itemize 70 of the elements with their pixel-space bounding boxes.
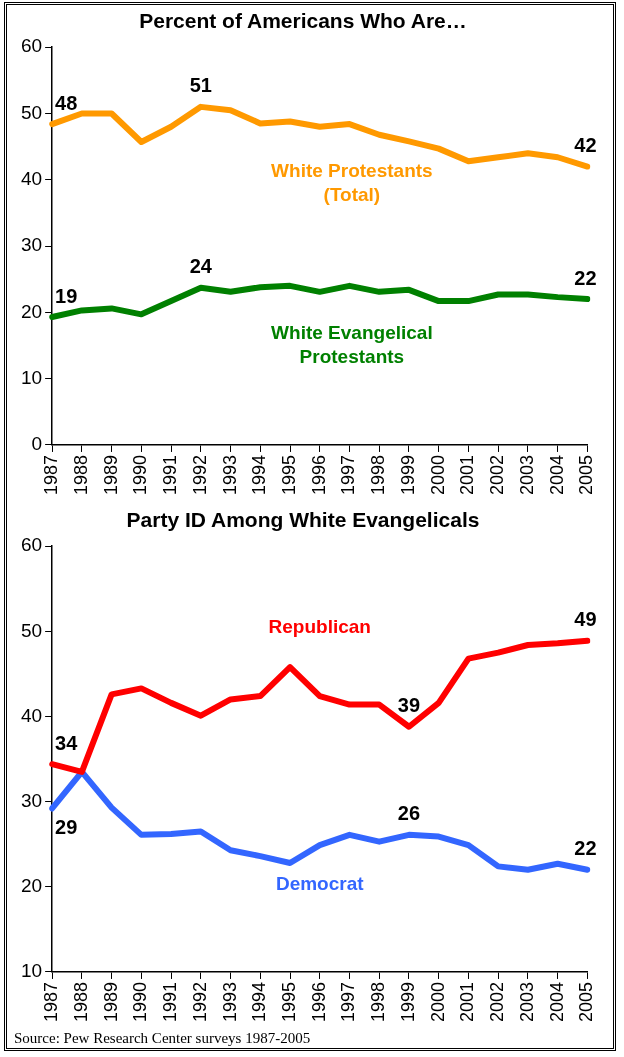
x-tick-label: 2003 <box>516 981 537 1022</box>
x-tick-label: 1988 <box>70 981 91 1022</box>
y-tick-label: 40 <box>20 168 43 190</box>
x-tick-label: 2000 <box>427 981 448 1022</box>
y-tick-label: 10 <box>20 366 43 388</box>
x-tick-label: 1994 <box>249 981 270 1022</box>
x-tick-label: 1994 <box>249 454 270 495</box>
x-tick-label: 2003 <box>516 454 537 495</box>
x-tick-label: 1991 <box>160 454 181 495</box>
series-label: White Protestants (Total) <box>271 159 433 205</box>
series-label: Democrat <box>275 872 365 894</box>
series-label: Republican <box>268 615 371 637</box>
x-tick-label: 1987 <box>41 454 62 495</box>
x-tick-label: 1993 <box>219 981 240 1022</box>
chart-title: Percent of Americans Who Are… <box>139 9 467 33</box>
y-tick-label: 20 <box>20 300 43 322</box>
x-tick-label: 2002 <box>487 981 508 1022</box>
x-tick-label: 1997 <box>338 454 359 495</box>
data-label: 22 <box>574 266 597 289</box>
x-tick-label: 1993 <box>219 454 240 495</box>
data-label: 39 <box>397 694 421 717</box>
x-tick-label: 1997 <box>338 981 359 1022</box>
y-tick-label: 50 <box>20 101 43 123</box>
data-label: 42 <box>574 134 597 157</box>
data-label: 29 <box>55 815 78 838</box>
x-tick-label: 2000 <box>427 454 448 495</box>
x-tick-label: 1998 <box>368 454 389 495</box>
x-tick-label: 1996 <box>308 981 329 1022</box>
x-tick-label: 1990 <box>130 981 151 1022</box>
y-tick-label: 60 <box>20 534 43 556</box>
y-tick-label: 50 <box>20 619 43 641</box>
x-tick-label: 2005 <box>576 981 597 1022</box>
series-label: White Evangelical Protestants <box>271 321 433 367</box>
data-label: 34 <box>55 731 79 754</box>
x-tick-label: 2001 <box>457 981 478 1022</box>
y-tick-label: 0 <box>31 433 43 455</box>
chart-title: Party ID Among White Evangelicals <box>126 508 480 532</box>
x-tick-label: 1996 <box>308 454 329 495</box>
y-tick-label: 60 <box>20 35 43 57</box>
x-tick-label: 1995 <box>279 981 299 1022</box>
x-tick-label: 2001 <box>457 454 478 495</box>
y-tick-label: 10 <box>20 960 43 982</box>
data-label: 24 <box>189 255 213 278</box>
x-tick-label: 1999 <box>397 454 418 495</box>
x-tick-label: 1995 <box>279 454 299 495</box>
y-tick-label: 30 <box>20 789 43 811</box>
y-tick-label: 20 <box>20 875 43 897</box>
x-tick-label: 1991 <box>160 981 181 1022</box>
x-tick-label: 1987 <box>41 981 62 1022</box>
y-tick-label: 40 <box>20 704 43 726</box>
x-tick-label: 1990 <box>130 454 151 495</box>
x-tick-label: 1998 <box>368 981 389 1022</box>
x-tick-label: 1989 <box>100 981 121 1022</box>
y-tick-label: 30 <box>20 234 43 256</box>
data-label: 19 <box>55 284 78 307</box>
data-label: 22 <box>574 837 597 860</box>
data-label: 48 <box>55 91 78 114</box>
x-tick-label: 1992 <box>189 454 210 495</box>
x-tick-label: 2002 <box>487 454 508 495</box>
x-tick-label: 1989 <box>100 454 121 495</box>
source-note: Source: Pew Research Center surveys 1987-2005 <box>14 1030 311 1047</box>
data-label: 49 <box>574 608 597 631</box>
x-tick-label: 2005 <box>576 454 597 495</box>
data-label: 51 <box>189 74 212 97</box>
x-tick-label: 1992 <box>189 981 210 1022</box>
x-tick-label: 2004 <box>546 981 567 1022</box>
data-label: 26 <box>397 802 421 825</box>
x-tick-label: 1999 <box>397 981 418 1022</box>
x-tick-label: 2004 <box>546 454 567 495</box>
x-tick-label: 1988 <box>70 454 91 495</box>
